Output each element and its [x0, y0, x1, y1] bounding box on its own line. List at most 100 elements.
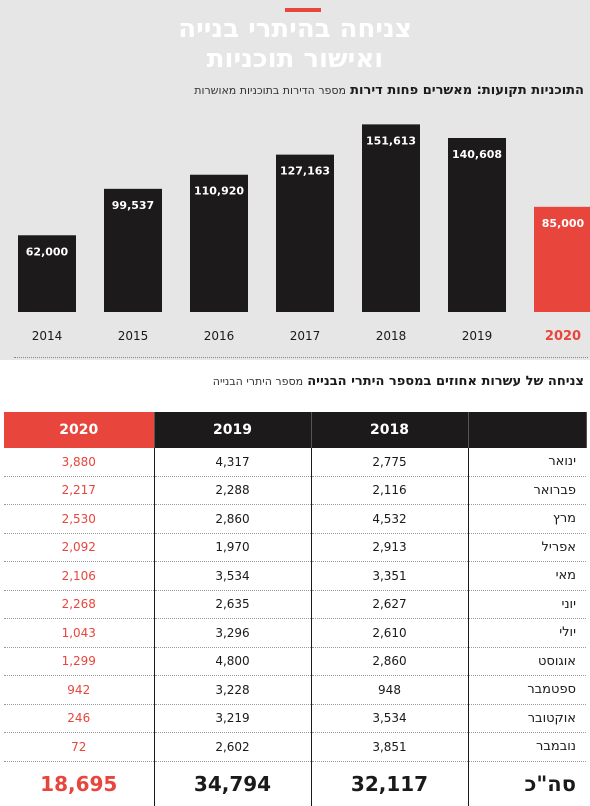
- bar-2014: [18, 235, 76, 312]
- total-2020: 18,695: [4, 761, 155, 806]
- table-row: 2,106 3,534 3,351 מאי: [4, 561, 586, 591]
- cell-2019: 2,602: [154, 732, 312, 762]
- cell-2020: 2,106: [4, 561, 155, 591]
- cell-2019: 2,860: [154, 504, 312, 534]
- cell-2018: 2,775: [311, 448, 469, 477]
- chart-subtitle-light: מספר הדירות בתוכניות מאושרות: [194, 84, 347, 97]
- table-row: 246 3,219 3,534 אוקטובר: [4, 704, 586, 733]
- table-row: 2,530 2,860 4,532 מרץ: [4, 504, 586, 534]
- bar-value-label: 99,537: [112, 199, 154, 212]
- cell-2019: 3,228: [154, 675, 312, 705]
- total-label: סה"כ: [524, 771, 576, 796]
- header-2019: 2019: [154, 412, 312, 448]
- cell-2019: 2,635: [154, 590, 312, 619]
- table-row: 3,880 4,317 2,775 ינואר: [4, 448, 586, 477]
- cell-2020: 2,530: [4, 504, 155, 534]
- cell-2020: 2,217: [4, 476, 155, 505]
- permits-table-wrap: 2020 2019 2018 3,880 4,317 2,775 ינואר 2,217…: [4, 412, 587, 806]
- cell-2018: 2,913: [311, 533, 469, 562]
- cell-2019: 4,800: [154, 647, 312, 676]
- cell-month: ספטמבר: [468, 675, 586, 705]
- table-row: 2,092 1,970 2,913 אפריל: [4, 533, 586, 562]
- cell-2018: 2,627: [311, 590, 469, 619]
- cell-2018: 2,610: [311, 618, 469, 648]
- x-tick-label: 2016: [204, 329, 235, 343]
- bar-2015: [104, 188, 162, 312]
- cell-2020: 2,268: [4, 590, 155, 619]
- permits-table: 2020 2019 2018 3,880 4,317 2,775 ינואר 2,217…: [4, 412, 587, 806]
- table-subtitle-light: מספר היתרי הבנייה: [212, 375, 304, 388]
- bar-2019: [448, 137, 506, 312]
- cell-month: אוקטובר: [468, 704, 586, 733]
- table-subtitle-bold: צניחה של עשרות אחוזים במספר היתרי הבנייה: [307, 374, 584, 389]
- table-row: 1,299 4,800 2,860 אוגוסט: [4, 647, 586, 676]
- cell-2020: 246: [4, 704, 155, 733]
- table-row: 1,043 3,296 2,610 יולי: [4, 618, 586, 648]
- cell-2019: 3,534: [154, 561, 312, 591]
- x-tick-label: 2018: [376, 329, 407, 343]
- bar-value-label: 110,920: [194, 185, 244, 198]
- cell-month: אפריל: [468, 533, 586, 562]
- cell-2020: 1,299: [4, 647, 155, 676]
- cell-2018: 4,532: [311, 504, 469, 534]
- cell-month: יולי: [468, 618, 586, 648]
- bar-value-label: 140,608: [452, 148, 502, 161]
- table-header-row: 2020 2019 2018: [4, 412, 587, 448]
- cell-2020: 942: [4, 675, 155, 705]
- cell-2019: 4,317: [154, 448, 312, 477]
- cell-2018: 2,116: [311, 476, 469, 505]
- cell-2019: 3,296: [154, 618, 312, 648]
- x-tick-label: 2014: [32, 329, 63, 343]
- cell-month: אוגוסט: [468, 647, 586, 676]
- cell-2019: 3,219: [154, 704, 312, 733]
- section-divider: [14, 357, 588, 358]
- title-accent-bar: [285, 8, 321, 12]
- bar-value-label: 151,613: [366, 134, 416, 147]
- table-row: 2,217 2,288 2,116 פברואר: [4, 476, 586, 505]
- table-total-row: 18,695 34,794 32,117 סה"כ: [4, 761, 586, 806]
- x-tick-label: 2019: [462, 329, 493, 343]
- cell-2020: 1,043: [4, 618, 155, 648]
- bar-2018: [362, 124, 420, 313]
- cell-2018: 3,351: [311, 561, 469, 591]
- x-tick-label: 2020: [545, 329, 581, 344]
- bar-value-label: 85,000: [542, 217, 585, 230]
- bar-value-label: 127,163: [280, 165, 330, 178]
- cell-2020: 72: [4, 732, 155, 762]
- cell-month: ינואר: [468, 448, 586, 477]
- x-tick-label: 2015: [118, 329, 149, 343]
- table-body: 3,880 4,317 2,775 ינואר 2,217 2,288 2,116 פברוא…: [4, 448, 586, 806]
- x-tick-label: 2017: [290, 329, 321, 343]
- total-2019: 34,794: [154, 761, 312, 806]
- title-line-1: צניחה בהיתרי בנייה: [178, 14, 412, 44]
- bar-2020: [534, 206, 590, 312]
- cell-2019: 2,288: [154, 476, 312, 505]
- cell-month: נובמבר: [468, 732, 586, 762]
- cell-2018: 3,534: [311, 704, 469, 733]
- chart-subtitle: התוכניות תקועות: מאשרים פחות דירות מספר …: [194, 83, 584, 98]
- cell-2020: 2,092: [4, 533, 155, 562]
- table-row: 72 2,602 3,851 נובמבר: [4, 732, 586, 762]
- cell-month: פברואר: [468, 476, 586, 505]
- table-row: 2,268 2,635 2,627 יוני: [4, 590, 586, 619]
- cell-2020: 3,880: [4, 448, 155, 477]
- bar-value-label: 62,000: [26, 245, 69, 258]
- cell-month: מרץ: [468, 504, 586, 534]
- cell-2018: 3,851: [311, 732, 469, 762]
- chart-subtitle-bold: התוכניות תקועות: מאשרים פחות דירות: [350, 83, 584, 98]
- header-2020: 2020: [4, 412, 155, 448]
- table-row: 942 3,228 948 ספטמבר: [4, 675, 586, 705]
- cell-2018: 2,860: [311, 647, 469, 676]
- bar-2016: [190, 174, 248, 312]
- table-subtitle: צניחה של עשרות אחוזים במספר היתרי הבנייה…: [213, 374, 584, 389]
- bar-2017: [276, 154, 334, 312]
- cell-month: מאי: [468, 561, 586, 591]
- title-line-2: ואישור תוכניות: [206, 44, 384, 74]
- cell-2018: 948: [311, 675, 469, 705]
- header-month: [468, 412, 587, 448]
- cell-month: יוני: [468, 590, 586, 619]
- bar-chart: 62,000 2014 99,537 2015 110,920 2016 127,163 20…: [18, 124, 590, 344]
- header-2018: 2018: [311, 412, 469, 448]
- total-2018: 32,117: [311, 761, 469, 806]
